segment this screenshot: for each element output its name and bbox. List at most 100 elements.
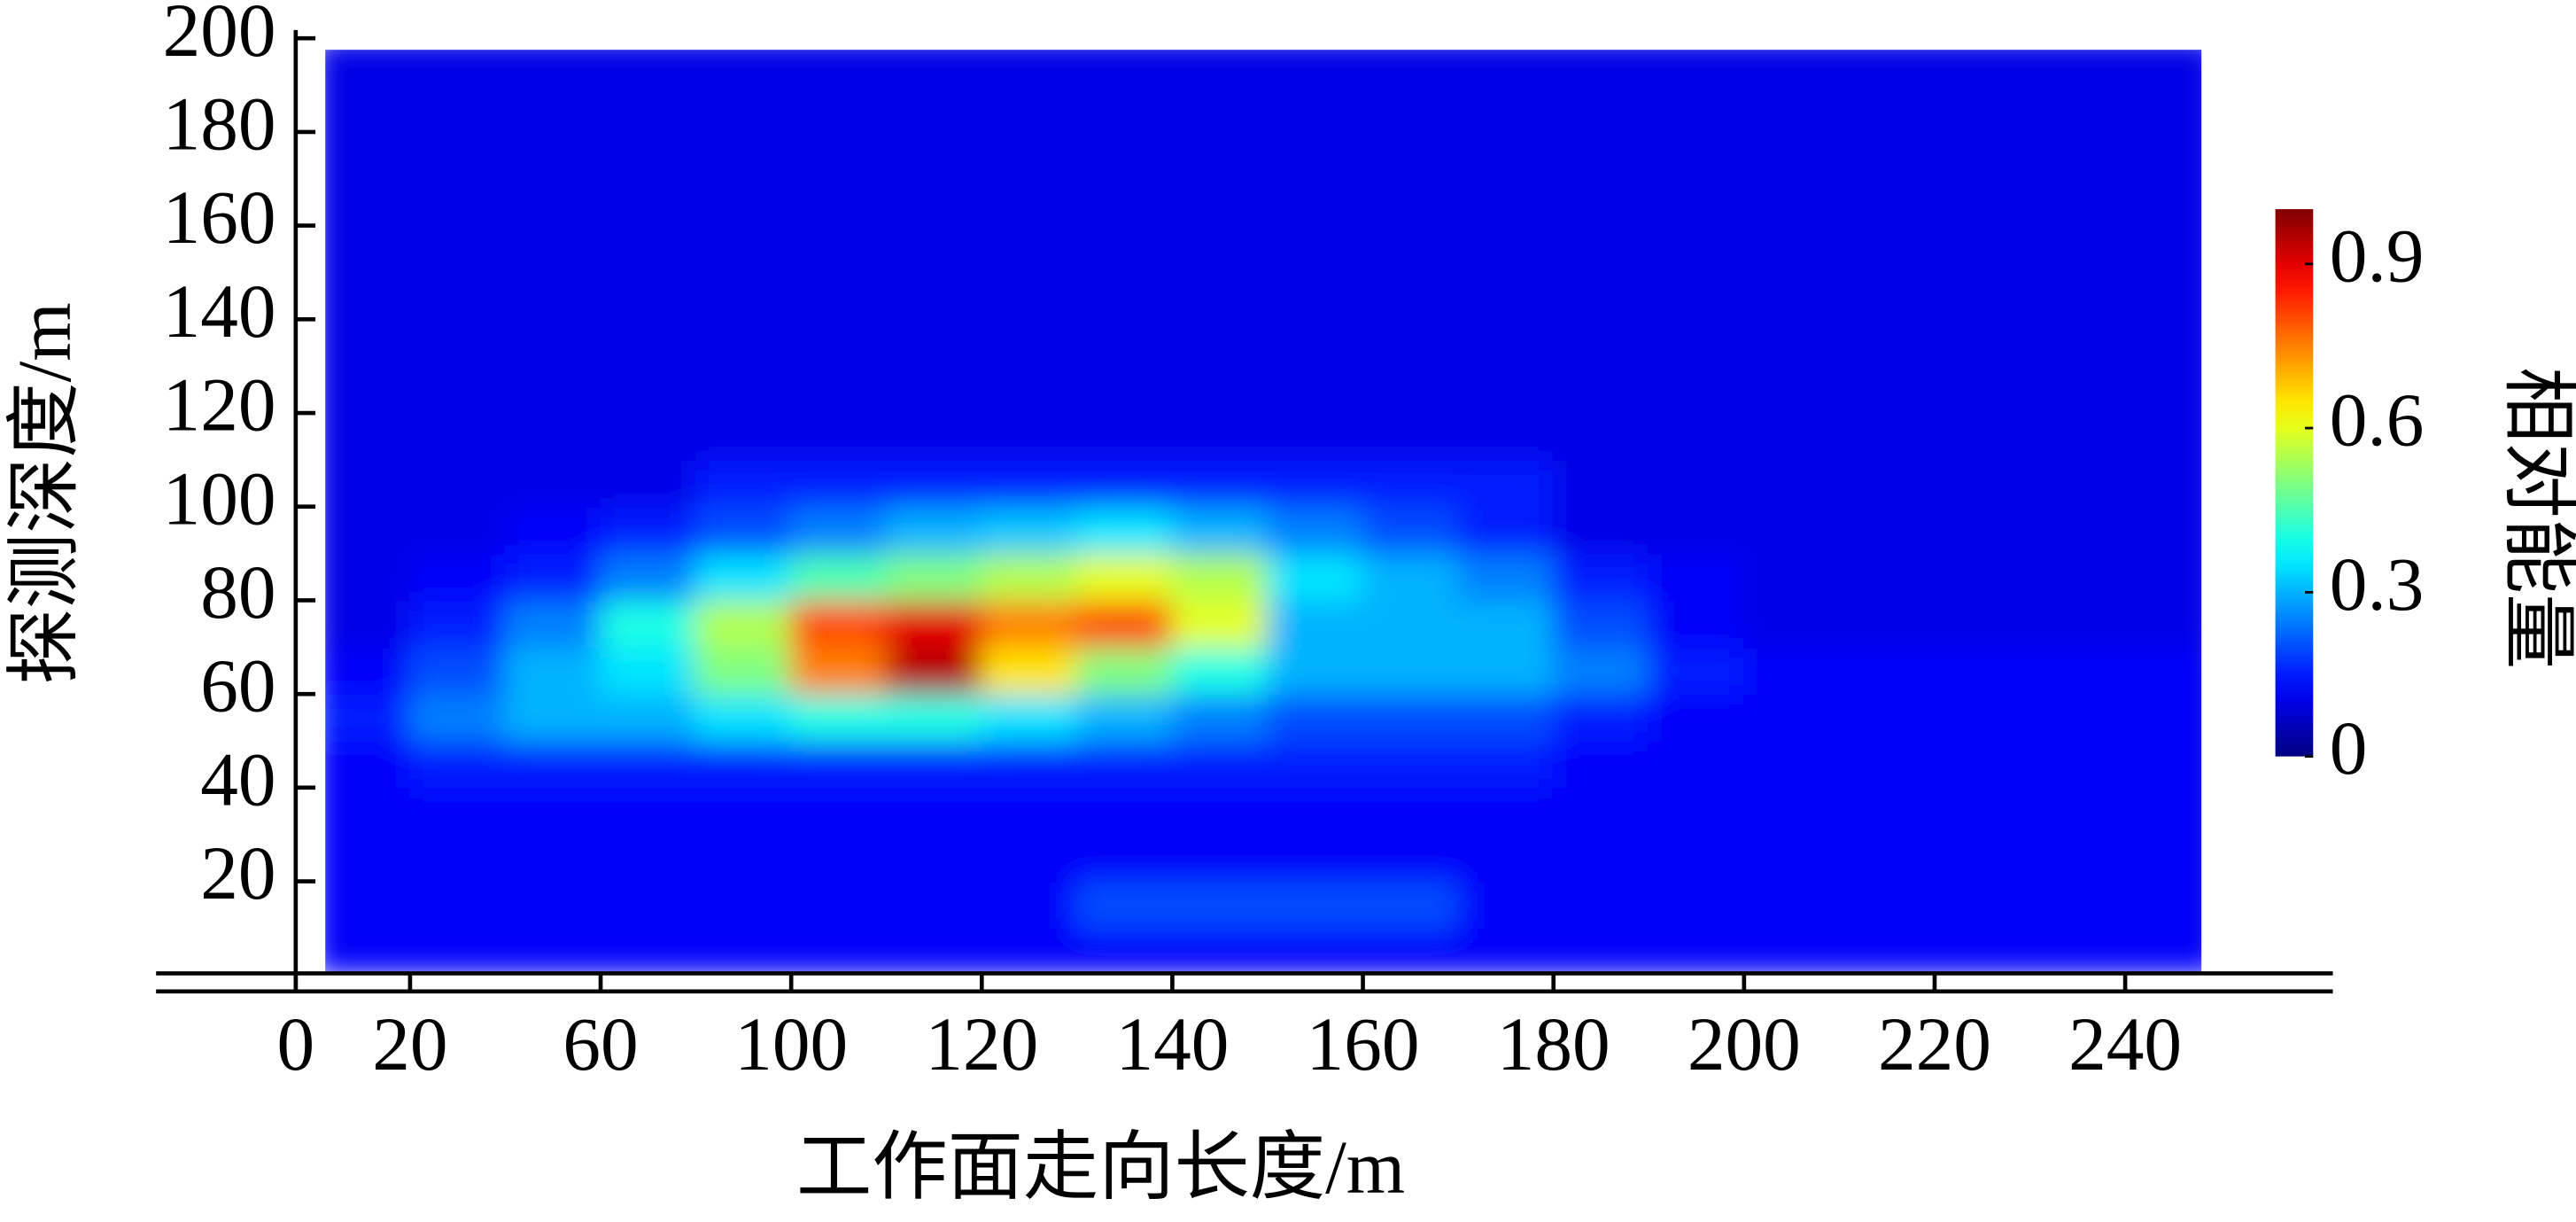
heat-cell [1457,740,1555,789]
heat-cell [1171,646,1269,696]
heat-cell [2124,880,2202,930]
heat-cell [790,224,888,274]
y-tick-label: 140 [163,270,276,354]
heat-cell [1552,84,1650,133]
colorbar-tick-label: 0.3 [2330,543,2425,627]
heat-cell [885,646,983,696]
heat-cell [790,271,888,321]
heat-cell [1648,50,1745,86]
heat-cell [790,833,888,883]
heat-cell [1934,365,2031,414]
heat-cell [1648,927,1745,972]
heat-cell [885,599,983,649]
heat-cell [1362,50,1460,86]
heat-cell [1171,880,1269,930]
heat-cell [1457,599,1555,649]
heat-cell [1171,458,1269,508]
heat-cell [2029,646,2127,696]
heat-cell [1742,693,1841,742]
heat-cell [1838,740,1936,789]
x-tick-label: 20 [372,1003,447,1086]
heat-cell [2124,740,2202,789]
heat-cell [325,458,411,508]
heat-cell [408,271,507,321]
heat-cell [2029,599,2127,649]
heat-cell [1267,365,1364,414]
heat-cell [1075,84,1174,133]
heat-cell [1075,552,1174,602]
heat-cell [2029,693,2127,742]
heat-cell [2124,552,2202,602]
heat-cell [885,740,983,789]
heat-cell [325,412,411,461]
heat-cell [1362,505,1460,555]
heat-cell [1457,458,1555,508]
heat-cell [1171,833,1269,883]
heat-cell [981,646,1078,696]
heat-cell [1457,318,1555,368]
heat-cell [2124,833,2202,883]
heat-cell [694,130,793,180]
heat-cell [1838,833,1936,883]
colorbar [2275,209,2314,757]
heat-cell [1075,505,1174,555]
heat-cell [1457,412,1555,461]
heat-cell [981,927,1078,972]
heat-cell [325,786,411,836]
heat-cell [408,130,507,180]
heat-cell [790,786,888,836]
heat-cell [504,599,601,649]
y-tick-label: 20 [200,832,275,915]
y-tick-label: 40 [200,738,275,821]
heat-cell [504,505,601,555]
heat-cell [1075,458,1174,508]
heat-cell [1267,458,1364,508]
heat-cell [1648,833,1745,883]
heat-cell [600,740,697,789]
heat-cell [1838,412,1936,461]
heat-cell [1552,365,1650,414]
heat-cell [1648,693,1745,742]
heat-cell [600,505,697,555]
heat-cell [504,880,601,930]
heat-cell [694,927,793,972]
heat-cell [1075,224,1174,274]
heat-cell [325,365,411,414]
heat-cell [325,927,411,972]
heat-cell [1171,505,1269,555]
heat-cell [1267,740,1364,789]
heat-cell [2029,365,2127,414]
heat-cell [325,224,411,274]
heat-cell [504,130,601,180]
heat-cell [2029,412,2127,461]
heat-cell [1648,318,1745,368]
heat-cell [408,505,507,555]
heat-cell [1742,505,1841,555]
heat-cell [2029,552,2127,602]
heat-cell [1648,740,1745,789]
heat-cell [1075,412,1174,461]
y-tick-label: 180 [163,82,276,166]
heat-cell [1362,786,1460,836]
heat-cell [1838,599,1936,649]
heat-cell [2029,740,2127,789]
heat-cell [1552,271,1650,321]
heat-cell [1171,552,1269,602]
heat-cell [325,318,411,368]
heat-cell [1075,271,1174,321]
heat-cell [1075,786,1174,836]
heat-cell [1171,50,1269,86]
heat-cell [504,646,601,696]
heat-cell [1934,50,2031,86]
y-tick-label: 120 [163,364,276,448]
heat-cell [1457,177,1555,227]
heat-cell [790,130,888,180]
heat-cell [504,50,601,86]
heat-cell [408,833,507,883]
heat-cell [1742,458,1841,508]
heat-cell [1171,177,1269,227]
colorbar-tick-label: 0 [2330,707,2368,790]
heat-cell [1838,365,1936,414]
heat-cell [981,412,1078,461]
